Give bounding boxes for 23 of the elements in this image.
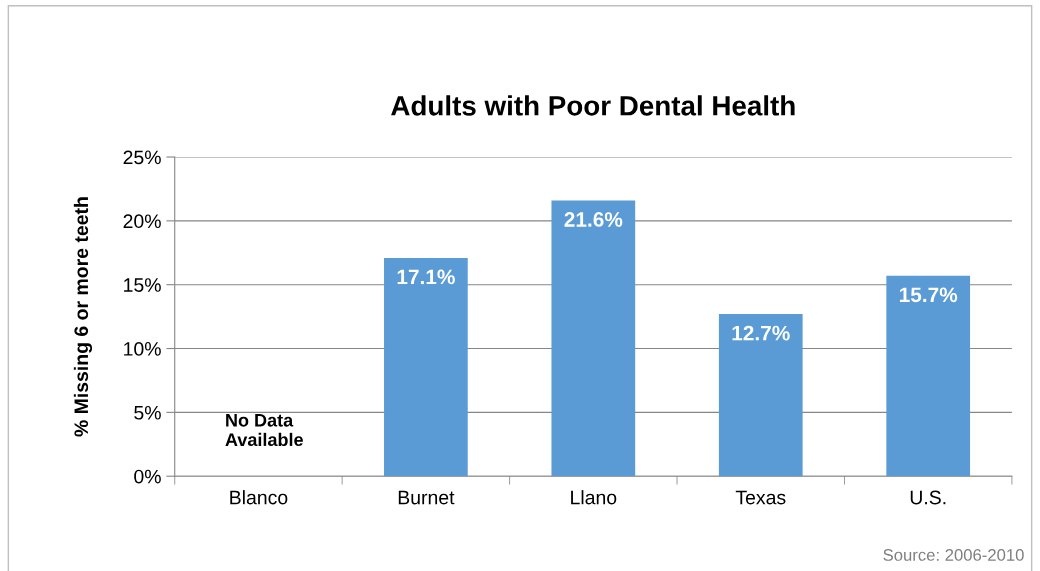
y-tick-label: 10% — [124, 342, 161, 356]
y-tick-label: 0% — [134, 469, 161, 484]
x-tick-label: Burnet — [398, 490, 455, 505]
annotation: No Data Available — [225, 414, 303, 447]
source-note: Source: 2006-2010 — [883, 549, 1024, 561]
x-tick-label: Blanco — [230, 490, 288, 505]
x-tick-label: U.S. — [910, 490, 946, 505]
bar — [718, 314, 803, 477]
y-tick-label: 20% — [123, 214, 161, 229]
bar — [551, 200, 636, 477]
data-label: 12.7% — [732, 325, 790, 341]
x-tick-label: Texas — [735, 490, 786, 505]
bar — [384, 257, 468, 477]
x-tick-label: Llano — [571, 490, 617, 505]
data-label: 21.6% — [564, 212, 623, 227]
y-tick-label: 15% — [124, 278, 161, 292]
y-axis-title: % Missing 6 or more teeth — [73, 197, 93, 437]
y-tick-label: 25% — [123, 150, 161, 165]
data-label: 15.7% — [899, 287, 958, 303]
bar — [886, 275, 971, 477]
data-label: 17.1% — [397, 269, 455, 285]
chart-title: Adults with Poor Dental Health — [391, 95, 795, 116]
y-tick-label: 5% — [134, 405, 161, 420]
